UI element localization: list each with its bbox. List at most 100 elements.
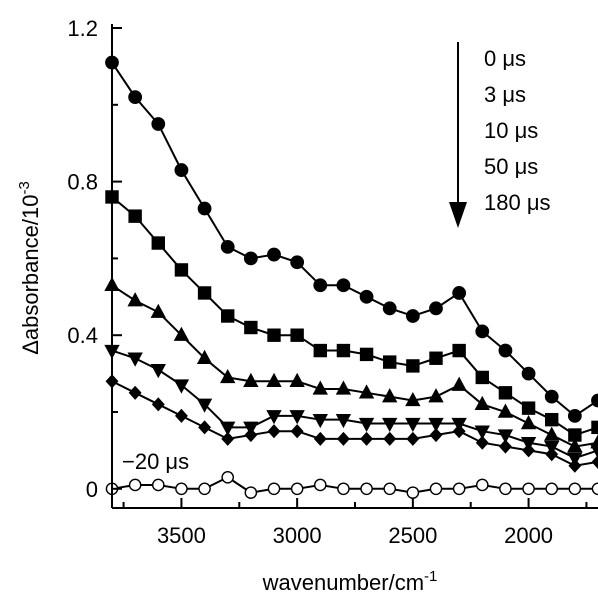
data-point — [243, 251, 258, 266]
y-tick-label: 0 — [86, 477, 98, 502]
data-point — [220, 368, 236, 384]
data-point — [499, 482, 512, 496]
data-point — [429, 301, 443, 316]
series-line — [111, 62, 598, 418]
data-point — [267, 424, 281, 439]
data-point — [267, 247, 281, 262]
data-point — [127, 352, 143, 367]
data-point — [313, 343, 327, 358]
data-point — [568, 482, 582, 496]
data-point — [567, 438, 583, 453]
data-point — [522, 482, 535, 496]
x-axis-label: wavenumber/cm-1 — [262, 568, 438, 595]
data-point — [498, 343, 513, 358]
series-line — [111, 196, 598, 437]
legend-entry: 180 μs — [484, 190, 551, 215]
data-point — [151, 117, 166, 131]
data-point — [498, 439, 512, 454]
data-point — [244, 428, 258, 443]
data-point — [475, 478, 489, 492]
legend-arrow-head — [449, 202, 467, 228]
axis-labels: wavenumber/cm-1 Δabsorbance/10-3 — [16, 181, 437, 595]
data-point — [497, 403, 514, 418]
series-4 — [105, 374, 598, 473]
data-point — [312, 413, 328, 429]
series-line — [111, 476, 598, 494]
y-tick-label: 1.2 — [67, 16, 98, 41]
y-axis-label: Δabsorbance/10-3 — [16, 181, 43, 355]
data-point — [406, 431, 420, 446]
series-line — [111, 349, 598, 460]
data-point — [313, 278, 328, 293]
data-point — [290, 328, 304, 342]
data-point — [128, 385, 142, 400]
data-point — [336, 431, 350, 446]
data-point — [474, 395, 490, 411]
data-point — [360, 431, 374, 446]
data-point — [266, 410, 282, 425]
data-point — [545, 412, 559, 427]
legend-entry: 0 μs — [484, 46, 526, 71]
data-point — [567, 408, 582, 423]
data-point — [452, 482, 466, 496]
data-point — [267, 328, 281, 342]
legend: 0 μs 3 μs 10 μs 50 μs 180 μs −20 μs — [122, 42, 551, 474]
x-tick-label: 3500 — [157, 523, 206, 548]
data-point — [313, 478, 327, 492]
data-point — [521, 366, 536, 381]
x-tick-label: 3000 — [273, 523, 322, 548]
data-point — [428, 388, 444, 403]
series-2 — [104, 276, 598, 453]
data-point — [175, 482, 188, 496]
data-point — [590, 444, 598, 459]
data-point — [544, 426, 560, 441]
data-point — [128, 209, 142, 223]
data-point — [128, 90, 143, 105]
data-point — [197, 201, 212, 216]
data-point — [151, 478, 165, 492]
data-point — [313, 431, 327, 446]
data-point — [405, 309, 420, 323]
data-point — [359, 347, 374, 362]
data-point — [127, 292, 143, 307]
data-point — [151, 236, 165, 250]
x-tick-label: 2500 — [388, 523, 437, 548]
data-point — [452, 343, 466, 358]
data-point — [474, 425, 490, 440]
data-point — [336, 343, 351, 358]
legend-entry: 10 μs — [484, 118, 538, 143]
data-point — [544, 389, 559, 404]
data-point — [451, 376, 467, 391]
data-point — [336, 278, 351, 293]
data-point — [452, 424, 466, 439]
data-point — [521, 401, 536, 415]
series-group — [104, 55, 598, 499]
y-tick-label: 0.4 — [67, 323, 98, 348]
data-point — [220, 239, 235, 254]
data-point — [382, 301, 397, 316]
data-point — [196, 349, 213, 364]
data-point — [174, 163, 189, 177]
data-point — [221, 470, 235, 484]
data-point — [290, 255, 305, 270]
series-line — [111, 380, 598, 467]
data-point — [337, 482, 350, 496]
data-point — [289, 410, 305, 425]
data-point — [452, 286, 467, 300]
data-point — [173, 326, 190, 341]
data-point — [173, 379, 190, 394]
data-point — [406, 486, 420, 499]
data-point — [405, 392, 421, 407]
data-point — [267, 482, 281, 496]
data-point — [591, 393, 598, 408]
data-point — [475, 435, 489, 450]
data-point — [568, 458, 582, 473]
data-point — [197, 286, 212, 300]
series-annotation: −20 μs — [122, 449, 189, 474]
data-point — [128, 478, 142, 492]
data-point — [429, 428, 443, 443]
data-point — [591, 454, 598, 469]
data-point — [522, 443, 536, 458]
data-point — [545, 482, 559, 496]
